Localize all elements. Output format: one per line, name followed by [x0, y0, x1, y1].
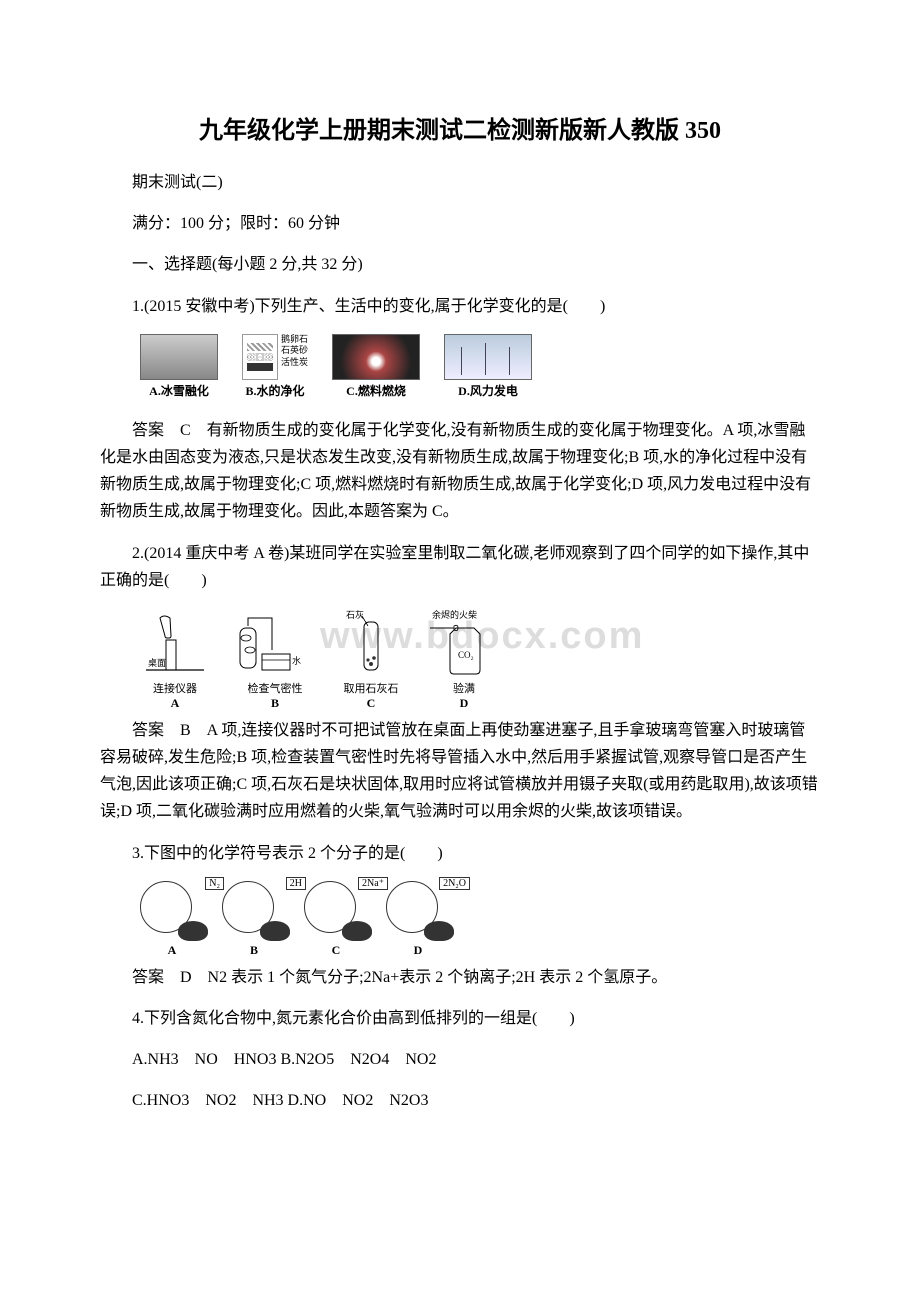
q2-fig-c-draw: 石灰 [340, 608, 402, 678]
q1-text: 1.(2015 安徽中考)下列生产、生活中的变化,属于化学变化的是( ) [100, 293, 820, 320]
svg-text:桌面: 桌面 [148, 657, 166, 668]
q3-text: 3.下图中的化学符号表示 2 个分子的是( ) [100, 840, 820, 867]
q4-text: 4.下列含氮化合物中,氮元素化合价由高到低排列的一组是( ) [100, 1005, 820, 1032]
q3-c-label: 2Na⁺ [358, 877, 388, 890]
q1-fig-a-caption: A.冰雪融化 [149, 382, 209, 399]
q4-opts-ab: A.NH3 NO HNO3 B.N2O5 N2O4 NO2 [100, 1046, 820, 1073]
q4-opts-cd: C.HNO3 NO2 NH3 D.NO NO2 N2O3 [100, 1087, 820, 1114]
q2-figures: 桌面 连接仪器 A 水 [140, 608, 820, 711]
q3-b-label: 2H [286, 877, 306, 890]
q1-fig-b-labels: 鹅卵石 石英砂 活性炭 [281, 334, 308, 369]
content-area: 九年级化学上册期末测试二检测新版新人教版 350 期末测试(二) 满分：100 … [100, 110, 820, 1115]
q2-a-letter: A [171, 696, 180, 711]
q1-fig-d-image [444, 334, 532, 380]
svg-text:余烬的火柴: 余烬的火柴 [432, 609, 477, 620]
q1-fig-a-image [140, 334, 218, 380]
q3-b-letter: B [250, 943, 258, 958]
q2-fig-b: 水 检查气密性 B [232, 608, 318, 711]
q2-d-caption: 验满 [453, 680, 475, 696]
q2-c-caption: 取用石灰石 [344, 680, 399, 696]
q1-b-layer-1: 石英砂 [281, 345, 308, 357]
q1-fig-d: D.风力发电 [444, 334, 532, 399]
q3-globe-b: 2H [222, 881, 286, 939]
q2-fig-b-draw: 水 [232, 608, 318, 678]
q2-fig-d: 余烬的火柴 CO₂ 验满 D [424, 608, 504, 711]
q2-fig-d-draw: 余烬的火柴 CO₂ [424, 608, 504, 678]
q1-fig-d-caption: D.风力发电 [458, 382, 518, 399]
q1-b-layer-0: 鹅卵石 [281, 334, 308, 346]
q3-globe-c: 2Na⁺ [304, 881, 368, 939]
q3-answer: 答案 D N2 表示 1 个氮气分子;2Na+表示 2 个钠离子;2H 表示 2… [100, 964, 820, 991]
q1-fig-b-caption: B.水的净化 [246, 382, 305, 399]
q1-figures: A.冰雪融化 鹅卵石 石英砂 活性炭 B.水的净化 [140, 334, 820, 399]
q2-b-caption: 检查气密性 [248, 680, 303, 696]
svg-text:石灰: 石灰 [346, 609, 364, 620]
q1-fig-c-caption: C.燃料燃烧 [346, 382, 406, 399]
page-title: 九年级化学上册期末测试二检测新版新人教版 350 [100, 110, 820, 145]
page: www.bdocx.com 九年级化学上册期末测试二检测新版新人教版 350 期… [100, 110, 820, 1115]
q2-fig-c: 石灰 取用石灰石 C [340, 608, 402, 711]
q1-fig-a: A.冰雪融化 [140, 334, 218, 399]
q3-figures: N₂ A 2H B 2Na⁺ C [140, 881, 820, 958]
q2-b-letter: B [271, 696, 279, 711]
svg-text:水: 水 [292, 655, 301, 666]
q3-fig-a: N₂ A [140, 881, 204, 958]
svg-text:CO₂: CO₂ [458, 650, 474, 660]
q3-d-label: 2N₂O [439, 877, 470, 890]
q3-d-letter: D [414, 943, 423, 958]
q2-c-letter: C [367, 696, 376, 711]
q3-fig-c: 2Na⁺ C [304, 881, 368, 958]
q2-text: 2.(2014 重庆中考 A 卷)某班同学在实验室里制取二氧化碳,老师观察到了四… [100, 540, 820, 594]
q1-fig-b-image [242, 334, 278, 380]
q3-c-letter: C [332, 943, 341, 958]
score-line: 满分：100 分；限时：60 分钟 [100, 210, 820, 237]
q1-fig-b-wrap: 鹅卵石 石英砂 活性炭 [242, 334, 308, 380]
q3-fig-b: 2H B [222, 881, 286, 958]
q1-fig-b: 鹅卵石 石英砂 活性炭 B.水的净化 [242, 334, 308, 399]
q3-globe-a: N₂ [140, 881, 204, 939]
q2-fig-a: 桌面 连接仪器 A [140, 608, 210, 711]
q2-answer: 答案 B A 项,连接仪器时不可把试管放在桌面上再使劲塞进塞子,且手拿玻璃弯管塞… [100, 717, 820, 826]
q3-a-letter: A [168, 943, 177, 958]
q1-answer: 答案 C 有新物质生成的变化属于化学变化,没有新物质生成的变化属于物理变化。A … [100, 417, 820, 526]
q2-d-letter: D [460, 696, 469, 711]
q1-b-layer-2: 活性炭 [281, 357, 308, 369]
q1-fig-c: C.燃料燃烧 [332, 334, 420, 399]
subtitle: 期末测试(二) [100, 169, 820, 196]
section-heading: 一、选择题(每小题 2 分,共 32 分) [100, 251, 820, 278]
q3-globe-d: 2N₂O [386, 881, 450, 939]
q1-fig-c-image [332, 334, 420, 380]
q2-fig-a-draw: 桌面 [140, 608, 210, 678]
q3-fig-d: 2N₂O D [386, 881, 450, 958]
q2-a-caption: 连接仪器 [153, 680, 197, 696]
